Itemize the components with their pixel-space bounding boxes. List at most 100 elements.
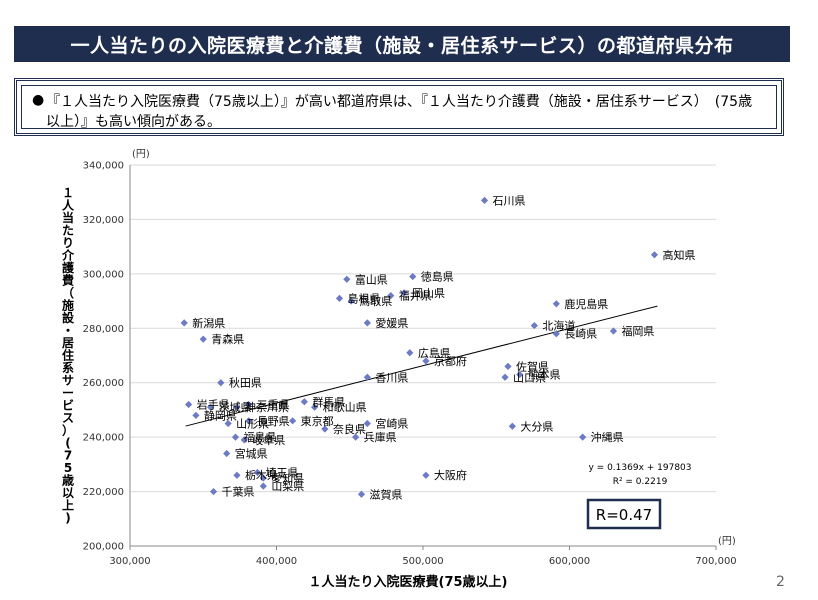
y-axis-title-char: 歳 <box>62 473 74 488</box>
data-point <box>363 373 371 381</box>
y-axis-title-char: 護 <box>62 260 75 275</box>
y-axis-title-char: ス <box>62 411 74 425</box>
data-point <box>245 400 253 409</box>
point-label: 富山県 <box>355 272 388 286</box>
data-point <box>259 482 267 490</box>
x-tick-label: 300,000 <box>109 556 150 567</box>
data-point <box>363 319 371 327</box>
y-tick-labels: 200,000 220,000 240,000 260,000 280,000 300,0… <box>83 161 124 553</box>
gridlines <box>130 164 716 493</box>
data-point <box>406 349 414 357</box>
title-bar: 一人当たりの入院医療費と介護費（施設・居住系サービス）の都道府県分布 <box>14 26 790 62</box>
data-point <box>609 327 618 335</box>
point-label: 愛知県 <box>271 471 304 485</box>
data-point <box>185 400 193 409</box>
point-label: 奈良県 <box>333 422 366 436</box>
data-point <box>480 196 489 204</box>
x-tick-label: 500,000 <box>402 556 443 567</box>
point-label: 滋賀県 <box>369 488 402 501</box>
y-tick-label: 320,000 <box>83 215 124 226</box>
point-label: 埼玉県 <box>265 466 298 480</box>
page-title: 一人当たりの入院医療費と介護費（施設・居住系サービス）の都道府県分布 <box>70 34 734 57</box>
point-label: 兵庫県 <box>364 430 397 444</box>
y-axis-title-char: 居 <box>62 336 74 350</box>
y-axis-title-char: １ <box>62 186 74 200</box>
data-point <box>422 357 430 365</box>
r-value-label: R=0.47 <box>596 506 652 524</box>
y-axis-title-char: サ <box>62 374 74 388</box>
y-axis-title-char: ( <box>65 436 70 450</box>
point-label: 徳島県 <box>421 270 454 284</box>
x-tick-label: 700,000 <box>695 556 736 567</box>
point-label: 長崎県 <box>564 327 597 341</box>
y-axis-title-char: 以 <box>62 486 74 500</box>
point-label: 新潟県 <box>192 316 225 330</box>
point-label: 石川県 <box>493 194 526 207</box>
y-axis-title-char: 費 <box>62 273 74 288</box>
data-point <box>321 425 329 433</box>
point-label: 秋田県 <box>229 376 262 390</box>
axes <box>129 165 717 550</box>
data-point <box>209 487 218 496</box>
r-squared-label: R² = 0.2219 <box>613 477 668 487</box>
point-label: 高知県 <box>662 248 695 262</box>
data-point <box>579 433 587 441</box>
point-label: 和歌山県 <box>323 400 367 414</box>
point-label: 宮崎県 <box>375 417 408 431</box>
y-unit-label: (円) <box>132 149 150 160</box>
point-label: 福井県 <box>399 289 432 303</box>
point-label: 千葉県 <box>222 485 255 499</box>
point-label: 香川県 <box>375 371 408 384</box>
data-point <box>363 419 371 428</box>
point-label: 福島県 <box>243 430 276 444</box>
data-point <box>530 321 538 330</box>
trend-equation: y = 0.1369x + 197803 <box>588 463 691 473</box>
data-point <box>253 468 262 477</box>
point-label: 栃木県 <box>245 468 278 482</box>
data-point <box>240 436 248 444</box>
point-label: 青森県 <box>211 332 244 346</box>
point-label: 大阪府 <box>434 468 467 482</box>
r-value-box <box>586 498 662 530</box>
point-label: 熊本県 <box>528 368 561 382</box>
x-tick-labels: 300,000 400,000 500,000 600,000 700,000 <box>109 556 736 567</box>
data-point <box>552 300 560 308</box>
data-point <box>650 251 659 259</box>
point-label: 山口県 <box>513 371 546 384</box>
y-axis-title-char: ) <box>65 511 70 525</box>
y-tick-label: 240,000 <box>83 433 124 444</box>
y-axis-title-char: 7 <box>64 449 72 463</box>
data-point <box>300 398 308 406</box>
point-label: 群馬県 <box>312 395 345 409</box>
data-point <box>259 474 267 482</box>
point-label: 山形県 <box>236 418 269 431</box>
point-label: 広島県 <box>418 346 451 360</box>
y-axis-title-char: た <box>62 224 74 238</box>
data-point <box>180 319 188 327</box>
y-axis-title-char: 当 <box>62 210 74 225</box>
trendline <box>185 305 658 427</box>
bullet-icon: ● <box>32 92 45 108</box>
data-point <box>409 272 417 281</box>
y-tick-label: 260,000 <box>83 378 124 389</box>
y-axis-title-char: 介 <box>61 248 75 263</box>
summary-inner-border: ● 『１人当たり入院医療費（75歳以上）』が高い都道府県は、『１人当たり介護費（… <box>21 85 777 130</box>
data-point <box>504 362 512 370</box>
data-point <box>422 471 430 479</box>
x-unit-label: (円) <box>718 536 736 547</box>
y-axis-title-char: 住 <box>62 348 74 363</box>
data-point <box>199 335 207 343</box>
point-label: 茨城県 <box>219 400 252 414</box>
point-label: 島根県 <box>347 291 380 305</box>
data-point <box>400 289 408 297</box>
point-label: 宮城県 <box>235 446 268 460</box>
y-axis-title-char: ） <box>62 423 74 438</box>
data-point <box>206 403 215 411</box>
data-point <box>552 330 560 338</box>
data-point <box>516 370 524 379</box>
point-label: 鹿児島県 <box>564 297 608 311</box>
point-label: 岡山県 <box>412 287 445 300</box>
data-point <box>231 433 240 441</box>
point-label: 大分県 <box>520 419 553 433</box>
